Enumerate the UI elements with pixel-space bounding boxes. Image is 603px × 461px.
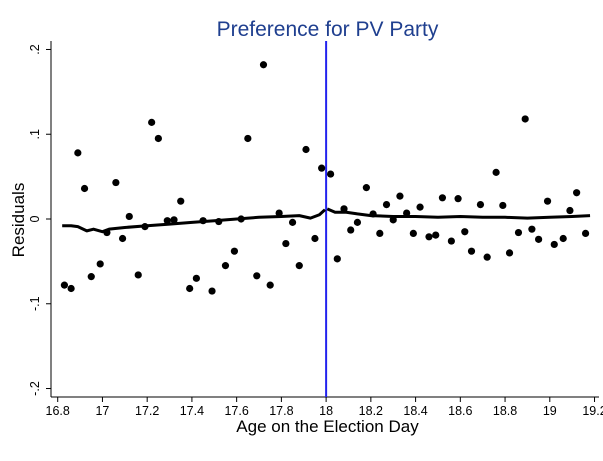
data-point — [369, 210, 377, 218]
data-point — [362, 184, 370, 192]
x-tick-label: 17.8 — [269, 404, 293, 418]
x-tick-label: 19.2 — [582, 404, 603, 418]
data-point — [326, 170, 335, 178]
data-point — [253, 272, 261, 280]
x-tick-label: 17.4 — [180, 404, 204, 418]
data-point — [499, 201, 507, 210]
data-point — [461, 228, 469, 236]
data-point — [192, 274, 200, 282]
data-point — [154, 134, 162, 143]
data-point — [347, 226, 355, 234]
x-tick-label: 18.8 — [493, 404, 517, 418]
data-point — [112, 178, 120, 187]
y-tick-label: .2 — [28, 44, 42, 54]
data-point — [432, 231, 440, 239]
data-point — [74, 149, 82, 157]
data-point — [311, 234, 319, 243]
data-point — [528, 225, 536, 233]
chart-title: Preference for PV Party — [216, 18, 439, 41]
x-tick-label: 18.2 — [359, 404, 383, 418]
data-point — [148, 118, 156, 126]
data-point — [60, 281, 69, 289]
data-point — [566, 206, 574, 215]
data-point — [535, 235, 543, 243]
x-axis-label: Age on the Election Day — [236, 417, 419, 436]
x-tick-label: 19 — [543, 404, 557, 418]
x-tick-label: 18 — [319, 404, 333, 418]
data-point — [492, 168, 500, 176]
y-tick-label: -.2 — [28, 381, 42, 396]
data-point — [80, 184, 89, 193]
x-tick-label: 17.6 — [224, 404, 248, 418]
y-tick-label: -.1 — [28, 296, 42, 311]
data-point — [177, 197, 185, 205]
data-point — [505, 249, 514, 257]
data-point — [409, 229, 417, 238]
data-point — [295, 262, 303, 270]
x-tick-label: 18.4 — [403, 404, 427, 418]
data-points — [60, 61, 590, 295]
data-point — [543, 197, 552, 205]
data-point — [208, 287, 216, 295]
data-point — [237, 215, 245, 223]
y-axis-label: Residuals — [9, 182, 28, 258]
data-point — [340, 205, 348, 213]
fit-line-left — [62, 208, 327, 234]
data-point — [96, 260, 104, 268]
data-point — [221, 262, 230, 270]
data-point — [134, 271, 142, 279]
data-point — [447, 237, 455, 245]
fit-line-right — [326, 207, 591, 220]
data-point — [559, 234, 567, 243]
data-point — [215, 217, 223, 226]
data-point — [454, 195, 462, 203]
data-point — [170, 216, 178, 224]
data-point — [389, 216, 397, 224]
data-point — [438, 194, 447, 202]
data-point — [199, 217, 207, 225]
x-tick-label: 17 — [95, 404, 109, 418]
data-point — [230, 247, 239, 255]
data-point — [275, 209, 283, 217]
data-point — [125, 212, 133, 221]
data-point — [266, 281, 274, 289]
data-point — [244, 134, 252, 143]
data-point — [467, 247, 476, 255]
data-point — [521, 115, 529, 123]
data-point — [302, 145, 310, 154]
data-point — [103, 228, 111, 237]
data-point — [282, 239, 290, 248]
y-tick-label: 0 — [28, 215, 42, 222]
data-point — [67, 284, 75, 293]
data-point — [376, 229, 384, 238]
data-point — [416, 203, 424, 211]
data-point — [318, 164, 326, 172]
data-point — [163, 217, 171, 225]
data-point — [425, 233, 433, 241]
x-tick-label: 18.6 — [448, 404, 472, 418]
data-point — [581, 229, 590, 238]
data-point — [396, 192, 404, 200]
data-point — [403, 209, 411, 217]
axis-ticks: 16.8 17 17.2 17.4 17.6 17.8 18 18.2 18.4 18.6 18.8… — [28, 44, 603, 418]
data-point — [382, 200, 391, 209]
data-point — [259, 61, 268, 69]
data-point — [353, 218, 362, 226]
y-tick-label: .1 — [28, 129, 42, 139]
data-point — [186, 284, 194, 293]
data-point — [476, 200, 485, 209]
data-point — [333, 255, 341, 263]
data-point — [514, 228, 523, 237]
data-point — [550, 240, 558, 249]
x-tick-label: 16.8 — [46, 404, 70, 418]
data-point — [87, 273, 95, 281]
data-point — [573, 189, 581, 197]
data-point — [288, 218, 297, 226]
data-point — [118, 234, 127, 243]
data-point — [483, 253, 491, 261]
data-point — [141, 223, 149, 231]
x-tick-label: 17.2 — [135, 404, 159, 418]
